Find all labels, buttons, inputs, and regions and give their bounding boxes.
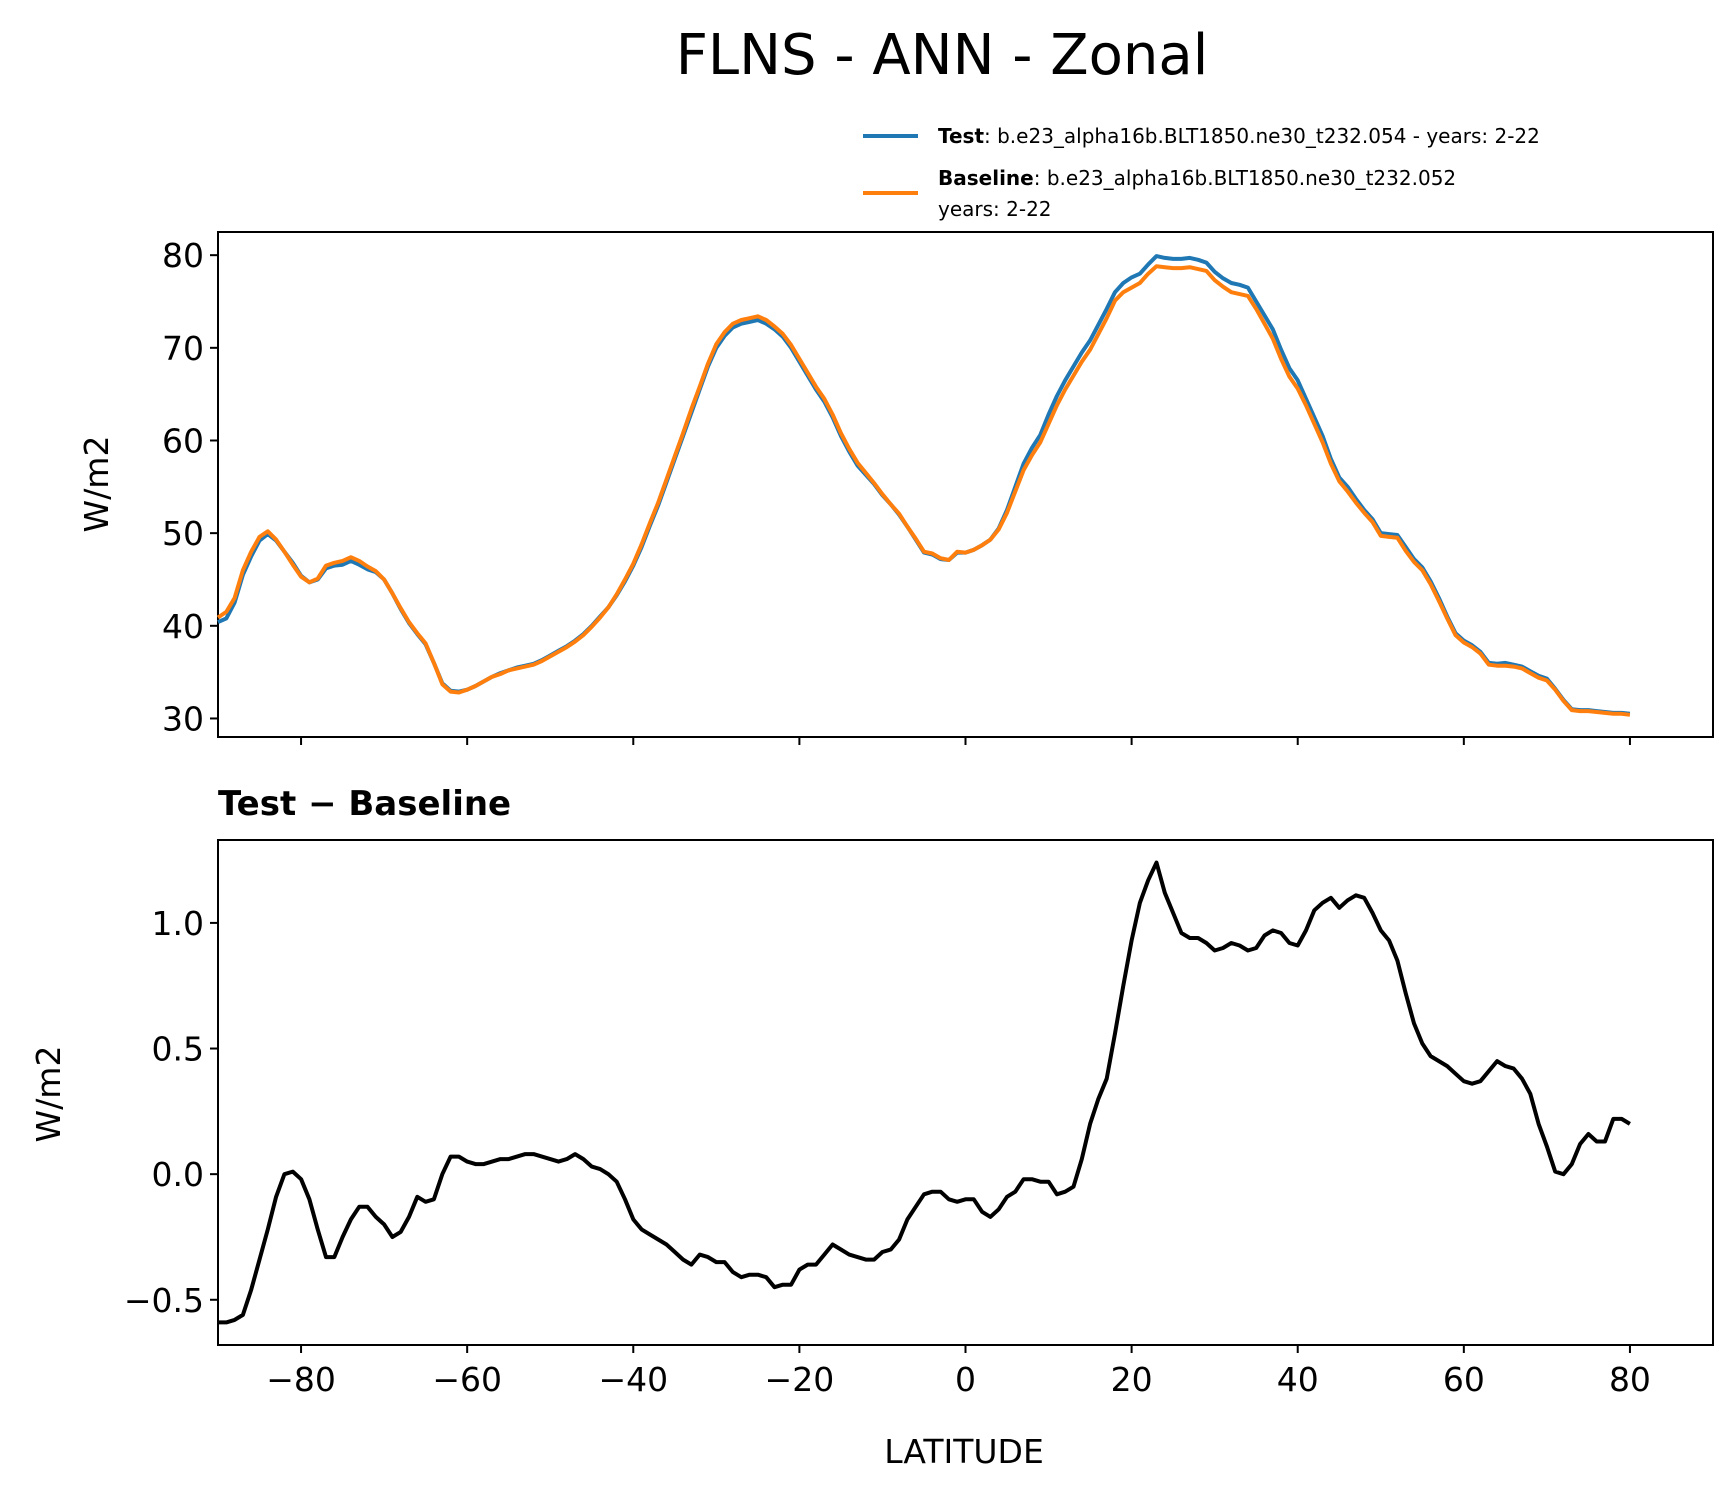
top-panel: 30 40 50 60 70 80 W/m2 (77, 231, 1714, 745)
bottom-x-tick-label: 20 (1111, 1360, 1153, 1399)
legend-label-test-detail: : b.e23_alpha16b.BLT1850.ne30_t232.054 -… (984, 124, 1540, 148)
bottom-x-axis: −80 −60 −40 −20 0 20 40 60 80 (266, 1345, 1651, 1399)
legend-label-baseline: Baseline: b.e23_alpha16b.BLT1850.ne30_t2… (938, 166, 1456, 190)
bottom-y-tick-label: 0.5 (152, 1030, 204, 1069)
legend-label-baseline-detail: : b.e23_alpha16b.BLT1850.ne30_t232.052 (1034, 166, 1456, 190)
legend-label-baseline-line2: years: 2-22 (938, 197, 1052, 221)
top-y-tick-label: 60 (162, 421, 204, 460)
top-x-axis (300, 737, 1631, 745)
top-y-tick-label: 80 (162, 236, 204, 275)
bottom-y-axis-label: W/m2 (29, 1046, 68, 1143)
top-y-tick-label: 70 (162, 329, 204, 368)
top-series-line-baseline (216, 264, 1631, 717)
bottom-y-axis: −0.5 0.0 0.5 1.0 (124, 904, 218, 1320)
bottom-y-tick-label: 0.0 (152, 1155, 204, 1194)
bottom-x-tick-label: 0 (955, 1360, 976, 1399)
top-y-tick-label: 50 (162, 514, 204, 553)
bottom-plot-frame (217, 839, 1714, 1346)
bottom-x-tick-label: 60 (1443, 1360, 1485, 1399)
bottom-panel: Test − Baseline −0.50.00.51.0 −80 −60 −40−… (29, 784, 1714, 1471)
top-series-group (216, 254, 1631, 717)
bottom-panel-title: Test − Baseline (218, 784, 511, 824)
legend-label-test: Test: b.e23_alpha16b.BLT1850.ne30_t232.0… (938, 124, 1540, 148)
bottom-series-group (218, 860, 1631, 1325)
figure-title: FLNS - ANN - Zonal (676, 23, 1209, 88)
x-axis-label: LATITUDE (884, 1432, 1044, 1471)
bottom-x-tick-label: −60 (432, 1360, 502, 1399)
top-y-axis: 30 40 50 60 70 80 (162, 236, 218, 738)
bottom-y-tick-label: −0.5 (124, 1281, 204, 1320)
bottom-x-tick-label: −20 (765, 1360, 835, 1399)
top-y-axis-label: W/m2 (77, 436, 116, 533)
bottom-y-tick-label: 1.0 (152, 904, 204, 943)
top-y-tick-label: 40 (162, 607, 204, 646)
top-y-tick-label: 30 (162, 699, 204, 738)
bottom-series-line-difference (218, 860, 1631, 1325)
top-series-line-test (217, 254, 1631, 716)
legend-label-test-name: Test (938, 124, 984, 148)
legend: Test: b.e23_alpha16b.BLT1850.ne30_t232.0… (863, 124, 1540, 221)
bottom-x-tick-label: −80 (266, 1360, 336, 1399)
bottom-x-tick-label: 40 (1277, 1360, 1319, 1399)
legend-label-baseline-name: Baseline (938, 166, 1034, 190)
bottom-x-tick-label: 80 (1609, 1360, 1651, 1399)
bottom-x-tick-label: −40 (598, 1360, 668, 1399)
